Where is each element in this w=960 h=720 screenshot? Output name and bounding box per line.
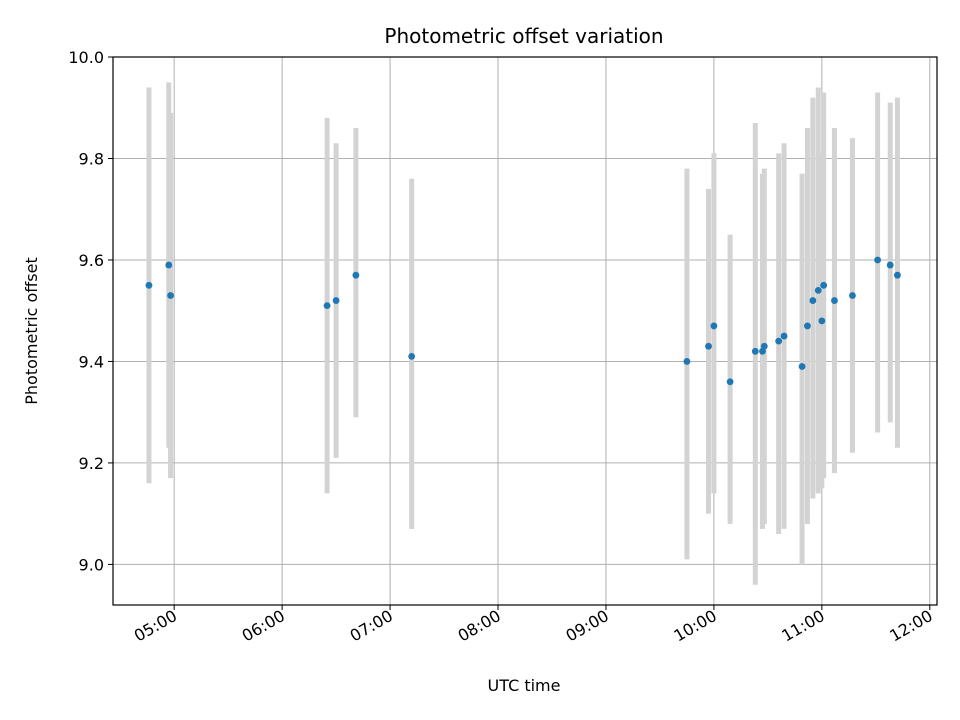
y-tick-label: 9.8	[79, 149, 104, 168]
y-axis-label: Photometric offset	[22, 257, 41, 405]
data-point	[831, 297, 838, 304]
data-point	[332, 297, 340, 304]
data-point	[323, 302, 331, 310]
plot-frame	[112, 56, 938, 606]
data-point	[710, 322, 718, 330]
data-point	[849, 292, 856, 299]
data-point	[683, 358, 691, 365]
data-point	[818, 317, 826, 325]
y-tick-label: 9.2	[79, 454, 104, 473]
data-point	[705, 342, 712, 350]
data-point	[751, 347, 759, 355]
data-point	[820, 281, 828, 289]
data-point	[798, 363, 806, 370]
data-point	[894, 271, 901, 279]
data-point	[809, 297, 817, 304]
chart-title: Photometric offset variation	[384, 24, 663, 48]
data-point	[874, 256, 882, 264]
data-point	[780, 332, 788, 340]
data-point	[165, 261, 173, 269]
data-point	[352, 271, 360, 279]
data-point	[408, 352, 416, 360]
data-point	[726, 378, 734, 386]
data-point	[760, 342, 768, 350]
y-tick-label: 9.0	[79, 555, 104, 574]
data-point	[814, 287, 822, 294]
x-axis-label: UTC time	[488, 676, 561, 695]
data-point	[167, 292, 174, 299]
data-point	[804, 322, 811, 330]
data-point	[145, 281, 153, 289]
y-tick-label: 10.0	[68, 48, 104, 67]
data-point	[886, 261, 894, 269]
y-axis-ticks: 9.0 9.2 9.4 9.6 9.8 10.0	[68, 48, 113, 574]
y-tick-label: 9.6	[79, 251, 104, 270]
data-point	[775, 337, 783, 345]
data-points	[145, 256, 901, 386]
y-tick-label: 9.4	[79, 352, 104, 371]
